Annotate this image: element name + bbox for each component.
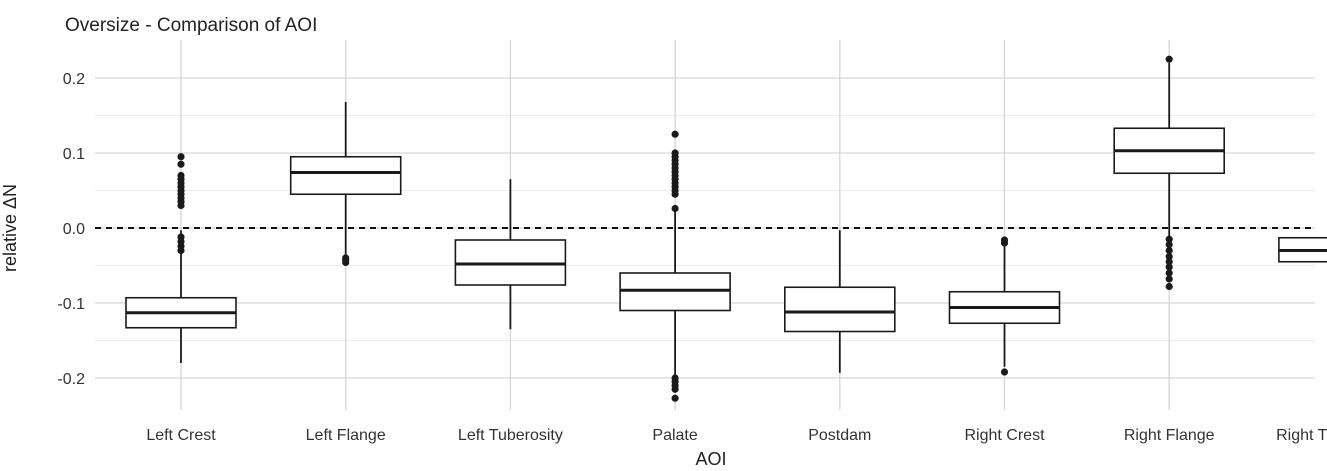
x-tick-label: Left Tuberosity — [458, 427, 563, 444]
x-tick-label: Palate — [652, 427, 697, 444]
outlier-point — [342, 258, 350, 267]
outlier-point — [1165, 55, 1173, 63]
outlier-point — [671, 385, 679, 393]
outlier-point — [1165, 263, 1173, 271]
box-right-crest — [948, 236, 1061, 376]
outlier-point — [1165, 275, 1173, 283]
box-palate — [619, 130, 731, 402]
x-tick-label: Left Flange — [306, 427, 386, 444]
box-left-crest — [125, 153, 237, 363]
x-axis-ticks: Left Crest Left Flange Left Tuberosity Pala… — [146, 427, 1327, 444]
x-tick-label: Right Tuberosity — [1276, 427, 1327, 444]
box-iqr — [289, 155, 402, 196]
outlier-point — [1165, 269, 1173, 277]
y-axis-ticks: -0.2 -0.1 0.0 0.1 0.2 — [57, 71, 85, 388]
y-tick-label: 0.2 — [63, 71, 85, 88]
outlier-point — [1000, 368, 1009, 376]
box-series — [125, 55, 1327, 402]
x-tick-label: Right Crest — [964, 427, 1045, 444]
box-left-flange — [289, 102, 402, 267]
outlier-point — [1165, 282, 1173, 291]
x-tick-label: Right Flange — [1124, 427, 1215, 444]
box-iqr — [783, 286, 896, 333]
outlier-point — [177, 246, 185, 255]
outlier-point — [1165, 258, 1173, 266]
outlier-point — [671, 130, 679, 138]
outlier-point — [177, 201, 185, 210]
box-left-tuberosity — [454, 179, 567, 330]
x-tick-label: Postdam — [808, 427, 871, 444]
grid-lines — [95, 40, 1315, 410]
y-tick-label: -0.1 — [57, 296, 85, 313]
x-axis-title: AOI — [695, 449, 726, 469]
chart-title: Oversize - Comparison of AOI — [65, 15, 317, 36]
outlier-point — [671, 394, 679, 402]
outlier-point — [1165, 240, 1173, 249]
box-postdam — [783, 230, 896, 373]
outlier-point — [671, 204, 679, 213]
y-tick-label: 0.1 — [63, 146, 85, 163]
outlier-point — [1165, 252, 1173, 261]
outlier-point — [1000, 239, 1009, 247]
y-tick-label: -0.2 — [57, 371, 85, 388]
outlier-point — [1165, 235, 1173, 243]
y-axis-title: relative ΔN — [0, 184, 20, 272]
outlier-point — [671, 190, 679, 198]
outlier-point — [177, 153, 185, 161]
box-right-tuberosity — [1278, 236, 1327, 263]
x-tick-label: Left Crest — [146, 427, 216, 444]
outlier-point — [177, 160, 185, 168]
y-tick-label: 0.0 — [63, 221, 85, 238]
outlier-point — [1165, 246, 1173, 255]
box-right-flange — [1113, 55, 1225, 291]
